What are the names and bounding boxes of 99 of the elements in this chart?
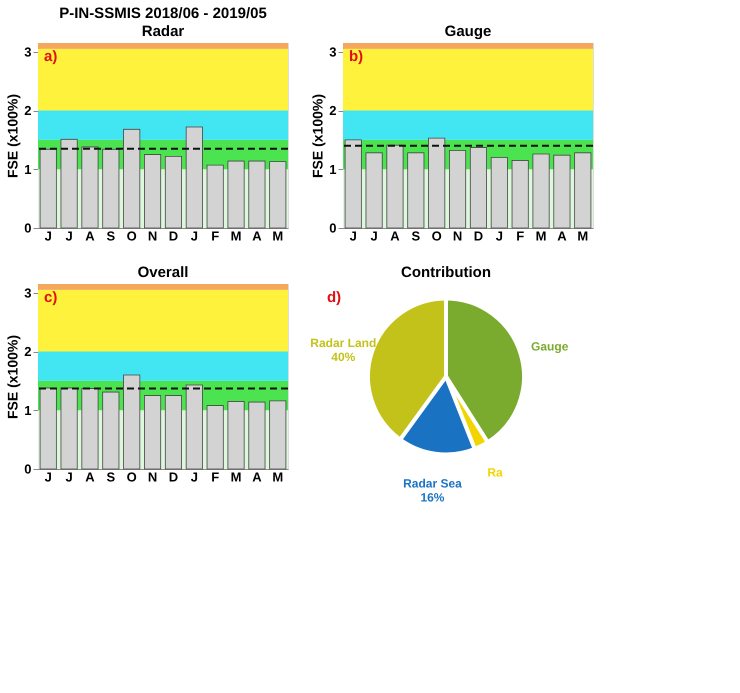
bar [553,154,570,228]
x-tick-label: J [65,470,73,484]
y-tick-label: 1 [24,162,32,177]
x-tick-label: N [452,228,462,244]
x-tick-label: J [44,228,52,244]
y-tick-label: 2 [24,344,32,360]
y-axis-title: FSE (x100%) [309,94,326,178]
x-tick-label: J [190,470,198,484]
bar [490,157,508,228]
x-tick-label: O [126,470,137,484]
data-label: 16% [420,490,445,505]
bar [228,160,245,228]
x-tick-label: N [148,228,158,244]
x-tick-label: F [516,228,524,244]
x-tick-label: D [168,228,178,244]
bar [102,148,120,228]
x-tick-label: A [557,228,568,244]
x-tick-label: S [411,228,420,244]
y-axis-title: FSE (x100%) [4,94,20,178]
x-tick-label: M [272,470,284,484]
chart-title: Gauge [444,23,492,40]
bar [206,164,224,228]
bar [366,152,383,228]
bar [144,395,162,470]
y-tick-label: 2 [24,103,32,118]
slice-label: Radar Land [310,336,376,350]
x-tick-label: O [432,228,442,244]
x-tick-label: A [252,470,262,484]
bar [60,388,78,470]
x-tick-label: F [211,228,220,244]
x-tick-label: M [536,228,546,244]
annotation: a) [44,48,58,65]
bar [40,388,57,470]
x-tick-label: A [390,228,400,244]
x-tick-label: A [85,228,96,244]
bar [428,138,446,228]
bar [144,154,162,228]
data-label: 40% [331,350,356,364]
bar [206,405,224,470]
x-tick-label: J [65,228,73,244]
x-tick-label: F [211,470,220,484]
chart-title: P-IN-SSMIS 2018/06 - 2019/05 [59,5,267,22]
bar [164,156,182,228]
bar [186,384,203,470]
bar [123,374,140,470]
bar [60,138,78,228]
y-axis-title: FSE (x100%) [4,334,20,420]
bar [164,395,182,470]
x-tick-label: O [126,228,137,244]
bar [532,154,550,228]
x-tick-label: S [106,228,116,244]
bar [386,144,404,228]
x-tick-label: D [474,228,484,244]
x-tick-label: J [44,470,52,484]
x-tick-label: M [230,228,242,244]
chart-subtitle: Radar [142,23,184,40]
x-tick-label: M [577,228,588,244]
x-tick-label: M [230,470,242,484]
y-tick-label: 3 [329,44,336,60]
x-tick-label: M [272,228,284,244]
slice-label: Ra [487,466,504,480]
bar [81,388,98,470]
bar [123,128,140,228]
bar [407,152,424,228]
bar [344,140,362,228]
y-tick-label: 1 [329,162,336,177]
x-tick-label: J [370,228,378,244]
x-tick-label: A [252,228,262,244]
bar [186,126,203,228]
y-tick-label: 1 [24,402,32,418]
bar [449,150,466,228]
x-tick-label: N [148,470,158,484]
chart-title: Contribution [401,264,491,281]
bar [40,148,57,228]
y-tick-label: 3 [24,285,32,300]
bar [512,160,529,228]
x-tick-label: D [168,470,178,484]
bar [102,392,120,470]
bar [248,402,266,470]
y-tick-label: 0 [329,220,336,236]
y-tick-label: 3 [24,44,32,60]
slice-label: Radar Sea [403,476,462,491]
x-tick-label: J [190,228,198,244]
annotation: c) [44,289,58,306]
x-tick-label: S [106,470,116,484]
y-tick-label: 0 [24,462,32,476]
text: d) [327,289,342,306]
x-tick-label: A [85,470,96,484]
slice-label: Gauge [531,339,569,354]
bar [248,160,266,228]
chart-title: Overall [138,264,188,281]
bar [81,146,98,228]
bar [470,147,487,228]
x-tick-label: J [496,228,503,244]
bar [228,401,245,470]
annotation: b) [349,48,364,65]
y-tick-label: 2 [329,103,336,118]
x-tick-label: J [350,228,357,244]
y-tick-label: 0 [24,220,32,236]
